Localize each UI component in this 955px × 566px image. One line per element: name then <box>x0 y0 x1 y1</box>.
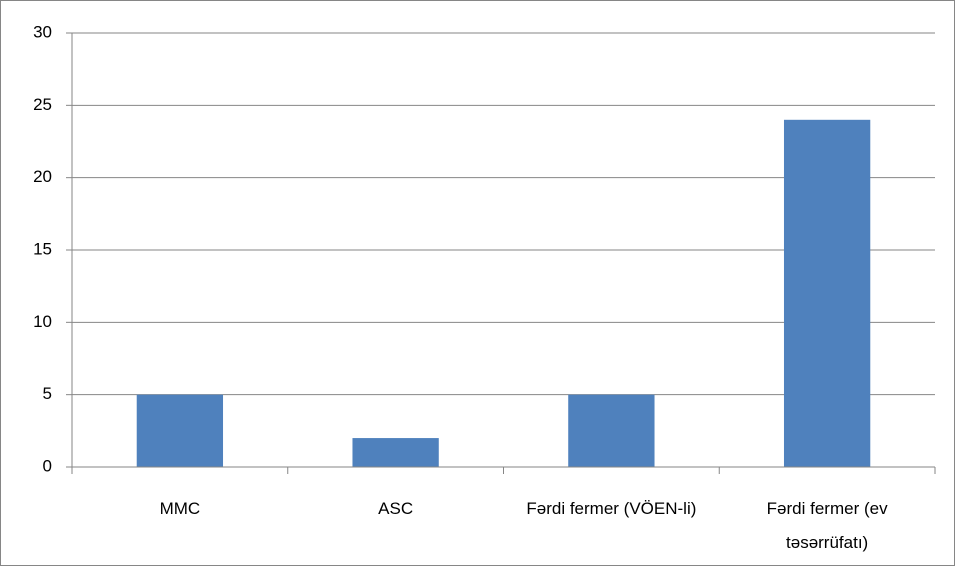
y-tick-label: 20 <box>33 167 52 186</box>
y-tick-label: 30 <box>33 22 52 41</box>
x-tick-label: ASC <box>378 499 414 518</box>
x-tick-label: Fərdi fermer (ev təsərrüfatı) <box>766 499 888 552</box>
x-tick-label: Fərdi fermer (VÖEN-li) <box>526 499 697 518</box>
bar <box>568 394 655 467</box>
y-tick-label: 0 <box>43 456 52 475</box>
y-tick-label: 10 <box>33 312 52 331</box>
bar <box>783 119 871 468</box>
bar <box>352 438 439 467</box>
bar <box>136 394 224 467</box>
y-tick-label: 15 <box>33 239 52 258</box>
y-tick-label: 25 <box>33 95 52 114</box>
x-tick-label: MMC <box>159 499 201 518</box>
y-tick-label: 5 <box>43 384 52 403</box>
